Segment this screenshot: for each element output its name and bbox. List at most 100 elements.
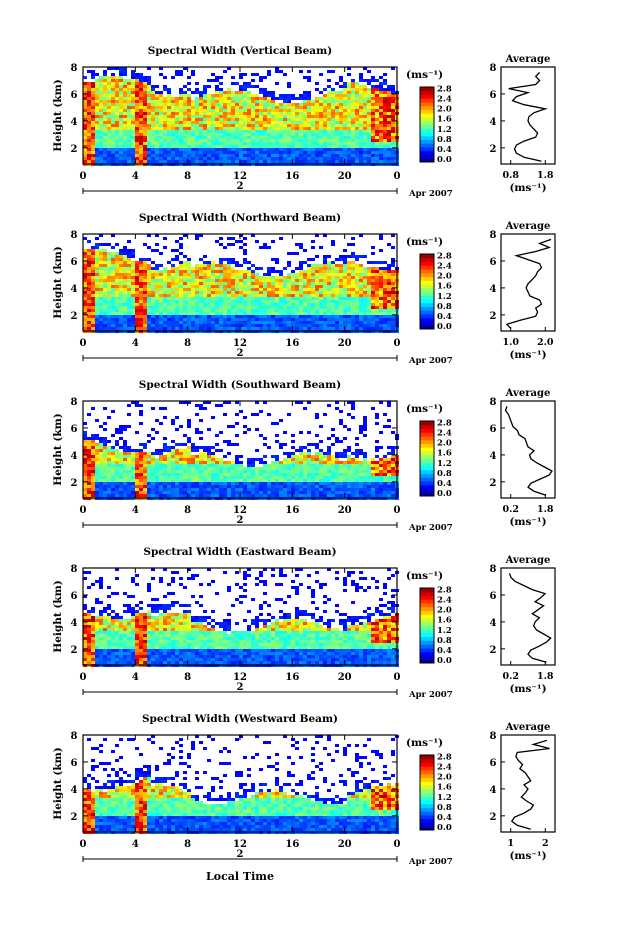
- heatmap-cell: [95, 264, 99, 267]
- heatmap-cell: [347, 264, 351, 267]
- heatmap-cell: [99, 154, 103, 157]
- heatmap-cell: [331, 276, 335, 279]
- heatmap-cell: [331, 157, 335, 160]
- heatmap-cell: [231, 279, 235, 282]
- heatmap-cell: [179, 300, 183, 303]
- colorbar-unit: (ms⁻¹): [406, 69, 443, 81]
- heatmap-cell: [379, 288, 383, 291]
- heatmap-cell: [359, 73, 363, 76]
- heatmap-cell: [131, 115, 135, 118]
- heatmap-cell: [299, 270, 303, 273]
- heatmap-cell: [179, 315, 183, 318]
- heatmap-cell: [99, 97, 103, 100]
- heatmap-cell: [367, 273, 371, 276]
- heatmap-cell: [371, 327, 375, 330]
- heatmap-cell: [311, 106, 315, 109]
- heatmap-cell: [215, 282, 219, 285]
- heatmap-cell: [371, 136, 375, 139]
- heatmap-cell: [135, 82, 139, 85]
- heatmap-cell: [91, 85, 95, 88]
- heatmap-cell: [295, 285, 299, 288]
- heatmap-cell: [379, 312, 383, 315]
- heatmap-cell: [151, 154, 155, 157]
- heatmap-cell: [231, 297, 235, 300]
- heatmap-cell: [175, 288, 179, 291]
- heatmap-cell: [343, 103, 347, 106]
- heatmap-cell: [327, 300, 331, 303]
- heatmap-cell: [359, 127, 363, 130]
- heatmap-cell: [131, 479, 135, 482]
- heatmap-cell: [163, 276, 167, 279]
- heatmap-cell: [211, 288, 215, 291]
- heatmap-cell: [263, 76, 267, 79]
- heatmap-cell: [275, 151, 279, 154]
- heatmap-cell: [151, 327, 155, 330]
- heatmap-cell: [259, 157, 263, 160]
- heatmap-cell: [179, 148, 183, 151]
- heatmap-cell: [87, 240, 91, 243]
- heatmap-cell: [107, 300, 111, 303]
- heatmap-cell: [387, 91, 391, 94]
- heatmap-cell: [167, 154, 171, 157]
- heatmap-cell: [311, 285, 315, 288]
- heatmap-cell: [127, 121, 131, 124]
- heatmap-cell: [295, 273, 299, 276]
- heatmap-cell: [203, 315, 207, 318]
- heatmap-cell: [367, 154, 371, 157]
- heatmap-cell: [255, 139, 259, 142]
- heatmap-cell: [311, 291, 315, 294]
- heatmap-cell: [131, 157, 135, 160]
- heatmap-cell: [247, 318, 251, 321]
- heatmap-cell: [95, 419, 99, 422]
- heatmap-cell: [119, 121, 123, 124]
- heatmap-cell: [123, 282, 127, 285]
- heatmap-cell: [379, 151, 383, 154]
- heatmap-cell: [263, 273, 267, 276]
- heatmap-cell: [139, 276, 143, 279]
- heatmap-cell: [307, 91, 311, 94]
- heatmap: [83, 401, 399, 500]
- heatmap-cell: [187, 312, 191, 315]
- heatmap-cell: [191, 306, 195, 309]
- heatmap-cell: [335, 327, 339, 330]
- heatmap-cell: [335, 103, 339, 106]
- heatmap-cell: [311, 124, 315, 127]
- heatmap-cell: [99, 85, 103, 88]
- heatmap-cell: [199, 470, 203, 473]
- heatmap-cell: [223, 309, 227, 312]
- heatmap-cell: [163, 100, 167, 103]
- heatmap-cell: [131, 401, 135, 404]
- heatmap-cell: [259, 100, 263, 103]
- heatmap-cell: [159, 464, 163, 467]
- heatmap-cell: [259, 324, 263, 327]
- heatmap-cell: [111, 73, 115, 76]
- heatmap-cell: [367, 309, 371, 312]
- heatmap-cell: [287, 264, 291, 267]
- heatmap-cell: [379, 294, 383, 297]
- heatmap-cell: [123, 79, 127, 82]
- heatmap-cell: [143, 264, 147, 267]
- heatmap-cell: [179, 306, 183, 309]
- profile-y-tick-label: 4: [490, 284, 497, 295]
- heatmap-cell: [267, 118, 271, 121]
- heatmap-cell: [187, 100, 191, 103]
- heatmap-cell: [275, 148, 279, 151]
- heatmap-cell: [251, 291, 255, 294]
- heatmap-cell: [363, 273, 367, 276]
- heatmap-cell: [391, 291, 395, 294]
- heatmap-cell: [287, 118, 291, 121]
- heatmap-cell: [87, 124, 91, 127]
- profile-line: [505, 238, 552, 329]
- heatmap-cell: [387, 151, 391, 154]
- heatmap-cell: [119, 279, 123, 282]
- heatmap-cell: [123, 452, 127, 455]
- heatmap-cell: [271, 118, 275, 121]
- heatmap-cell: [203, 136, 207, 139]
- heatmap-cell: [111, 306, 115, 309]
- heatmap-cell: [327, 106, 331, 109]
- heatmap-cell: [203, 127, 207, 130]
- heatmap-cell: [99, 452, 103, 455]
- heatmap-cell: [279, 160, 283, 163]
- heatmap-cell: [371, 324, 375, 327]
- heatmap-cell: [123, 276, 127, 279]
